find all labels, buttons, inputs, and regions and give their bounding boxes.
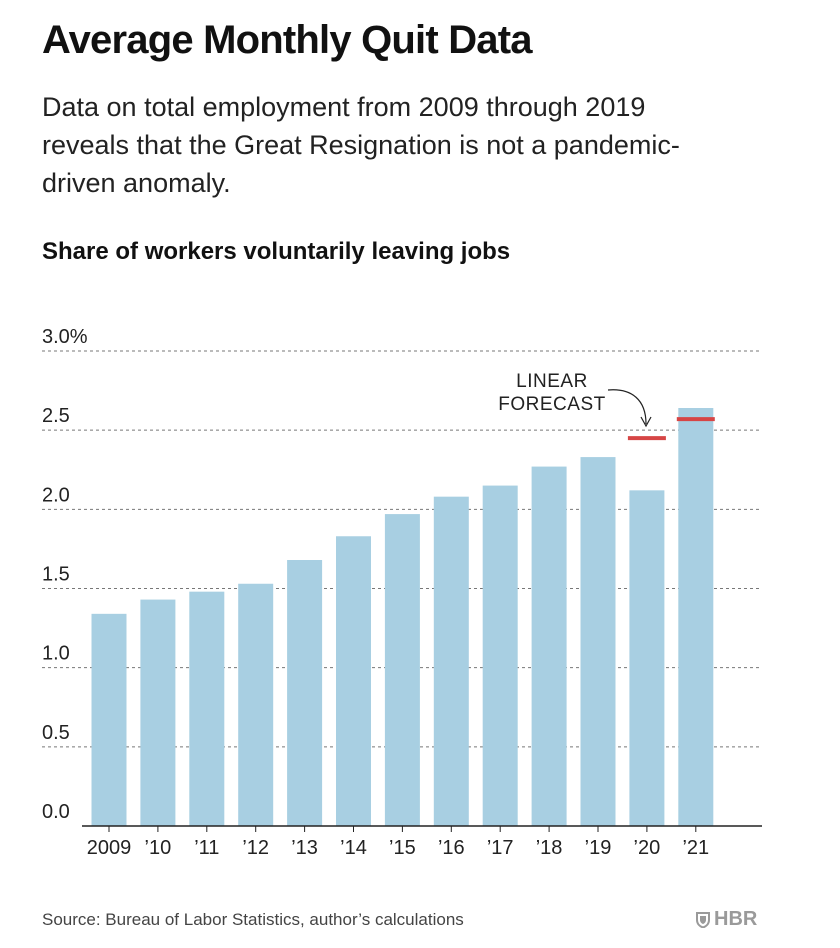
x-tick-label: ’19 xyxy=(585,837,612,859)
bar xyxy=(287,560,323,826)
x-tick-label: 2009 xyxy=(87,837,132,859)
bar xyxy=(482,485,518,826)
annotation-line2: FORECAST xyxy=(498,394,605,415)
bar xyxy=(580,457,616,826)
x-tick-label: ’15 xyxy=(389,837,416,859)
x-tick-label: ’11 xyxy=(194,837,219,859)
annotation-arrowhead xyxy=(640,416,652,428)
bar xyxy=(433,496,469,826)
y-tick-label: 2.0 xyxy=(42,484,70,506)
page-title: Average Monthly Quit Data xyxy=(42,18,533,62)
y-tick-label: 1.0 xyxy=(42,643,70,665)
hbr-logo: HBR xyxy=(696,908,757,931)
logo-text: HBR xyxy=(714,908,758,930)
x-tick-label: ’14 xyxy=(340,837,367,859)
shield-icon xyxy=(696,911,710,928)
x-tick-label: ’12 xyxy=(242,837,269,859)
bar xyxy=(678,408,714,826)
y-tick-label: 0.0 xyxy=(42,801,70,823)
bar xyxy=(384,514,420,826)
bar xyxy=(238,583,274,826)
annotation-line1: LINEAR xyxy=(516,371,588,392)
y-tick-label: 3.0% xyxy=(42,326,88,348)
bar-chart: 0.0 0.5 1.0 1.5 2.0 2.5 3.0% 2009 ’10 ’11 ’12 ’13 ’1… xyxy=(42,326,762,859)
y-tick-label: 0.5 xyxy=(42,722,70,744)
x-tick-label: ’16 xyxy=(438,837,465,859)
source-note: Source: Bureau of Labor Statistics, auth… xyxy=(42,910,464,929)
y-tick-label: 1.5 xyxy=(42,564,70,586)
x-tick-label: ’18 xyxy=(536,837,563,859)
chart-title: Share of workers voluntarily leaving job… xyxy=(42,238,511,265)
bar xyxy=(91,613,127,826)
x-tick-label: ’10 xyxy=(145,837,172,859)
bar xyxy=(531,466,567,826)
x-tick-label: ’20 xyxy=(634,837,661,859)
annotation-arrow xyxy=(607,389,647,425)
y-tick-label: 2.5 xyxy=(42,405,70,427)
page-subtitle: Data on total employment from 2009 throu… xyxy=(42,92,680,198)
bar xyxy=(189,591,225,826)
bar xyxy=(336,536,371,826)
bar xyxy=(629,490,665,826)
bar xyxy=(140,599,176,826)
x-tick-label: ’13 xyxy=(291,837,318,859)
x-tick-label: ’21 xyxy=(682,837,709,859)
x-tick-label: ’17 xyxy=(487,837,514,859)
